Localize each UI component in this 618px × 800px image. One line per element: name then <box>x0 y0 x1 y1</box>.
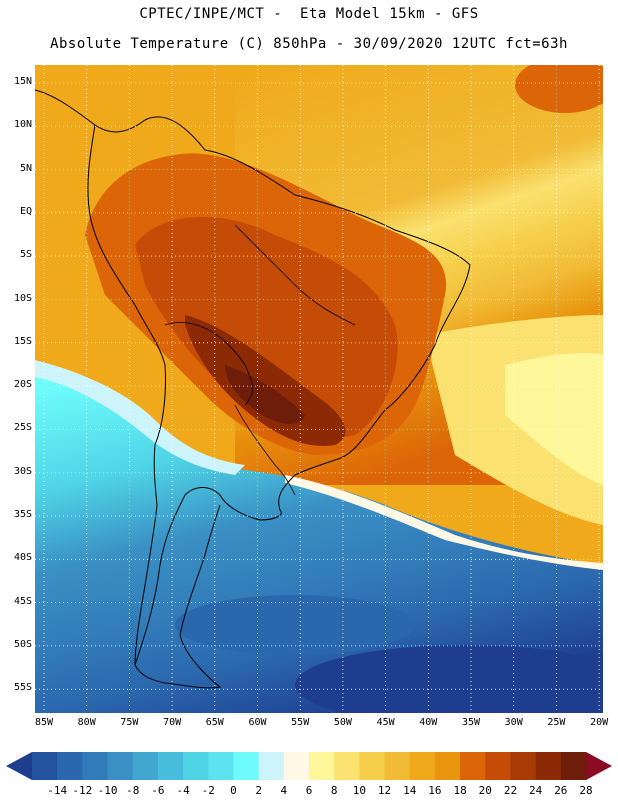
lon-label: 70W <box>163 717 182 728</box>
colorbar-label: 6 <box>305 784 313 797</box>
continent-hottest <box>185 315 346 446</box>
colorbar-label: 4 <box>280 784 288 797</box>
lat-label: 30S <box>13 465 32 477</box>
colorbar-label: -6 <box>151 784 165 797</box>
colorbar-label: 14 <box>403 784 417 797</box>
argentina-border <box>234 404 296 496</box>
western-coast <box>87 124 166 666</box>
lon-label: 85W <box>34 717 54 728</box>
lon-label: 30W <box>504 717 523 728</box>
colorbar <box>6 752 612 780</box>
lat-label: 50S <box>13 638 32 650</box>
colorbar-swatch <box>535 752 562 780</box>
lat-label: 10S <box>13 292 32 304</box>
lat-label: EQ <box>19 205 32 217</box>
colorbar-swatch <box>334 752 360 780</box>
colorbar-label: -10 <box>97 784 118 797</box>
colorbar-label: 2 <box>255 784 262 797</box>
colorbar-swatch <box>107 752 134 780</box>
colorbar-swatch <box>57 752 83 780</box>
colorbar-label: -4 <box>176 784 190 797</box>
colorbar-swatch <box>560 752 587 780</box>
lon-label: 20W <box>590 717 609 728</box>
lon-label: 25W <box>547 717 566 728</box>
graticule <box>35 65 603 713</box>
colorbar-label: -2 <box>201 784 215 797</box>
colorbar-label: 20 <box>478 784 492 797</box>
lat-label: 20S <box>13 379 32 391</box>
colorbar-label: -14 <box>47 784 68 797</box>
colorbar-swatch <box>510 752 537 780</box>
colorbar-min-arrow <box>6 752 32 780</box>
colorbar-swatch <box>485 752 511 780</box>
colorbar-max-arrow <box>586 752 612 780</box>
transition-band-2 <box>285 475 603 570</box>
colorbar-swatch <box>460 752 486 780</box>
colorbar-label: -8 <box>126 784 140 797</box>
colorbar-swatch <box>82 752 109 780</box>
lon-label: 35W <box>461 717 481 728</box>
colorbar-swatch <box>183 752 209 780</box>
colorbar-label: 26 <box>554 784 568 797</box>
lat-label: 15S <box>13 335 32 347</box>
lon-label: 60W <box>248 717 267 728</box>
lat-label: 10N <box>13 119 32 131</box>
lon-label: 40W <box>419 717 438 728</box>
coastline <box>35 89 471 689</box>
colorbar-label: 22 <box>503 784 518 797</box>
colorbar-label: 16 <box>428 784 442 797</box>
lat-label: 35S <box>13 509 32 520</box>
colorbar-swatch <box>208 752 234 780</box>
lon-label: 75W <box>120 717 139 728</box>
colorbar-label: -12 <box>72 784 93 797</box>
lat-label: 5S <box>19 249 32 261</box>
lon-label: 80W <box>77 717 96 728</box>
lat-label: 5N <box>19 162 32 174</box>
map-title: CPTEC/INPE/MCT - Eta Model 15km - GFS <box>139 6 479 22</box>
lon-label: 50W <box>333 717 352 728</box>
temperature-map <box>35 65 603 713</box>
colorbar-swatch <box>157 752 184 780</box>
colorbar-label: 12 <box>377 784 392 797</box>
colorbar-swatch <box>409 752 436 780</box>
colorbar-swatch <box>132 752 159 780</box>
lat-label: 55S <box>13 682 32 694</box>
colorbar-label: 18 <box>453 784 467 797</box>
colorbar-label: 24 <box>529 784 543 797</box>
colorbar-swatch <box>434 752 461 780</box>
colorbar-swatch <box>32 752 58 780</box>
colorbar-label: 0 <box>230 784 237 797</box>
cold-core <box>295 645 603 713</box>
lat-label: 25S <box>13 422 32 434</box>
continent-hot <box>135 216 398 438</box>
transition-band <box>35 360 245 475</box>
colorbar-label: 8 <box>330 784 338 797</box>
lat-label: 45S <box>13 595 32 607</box>
lon-label: 55W <box>291 717 310 728</box>
lat-label: 40S <box>13 552 32 564</box>
map-subtitle: Absolute Temperature (C) 850hPa - 30/09/… <box>50 36 568 52</box>
lon-label: 65W <box>205 717 224 728</box>
cold-patch <box>175 595 415 655</box>
hot-spot-ne <box>515 65 603 113</box>
colorbar-swatch <box>258 752 285 780</box>
colorbar-label: 28 <box>579 784 593 797</box>
continent-core <box>225 365 305 425</box>
colorbar-label: 10 <box>352 784 366 797</box>
colorbar-swatch <box>384 752 411 780</box>
bolivia-border <box>164 322 253 406</box>
lon-label: 45W <box>376 717 395 728</box>
colorbar-swatch <box>283 752 310 780</box>
colorbar-swatch <box>309 752 335 780</box>
colorbar-swatch <box>233 752 260 780</box>
brazil-border <box>234 224 356 326</box>
colorbar-swatch <box>359 752 386 780</box>
atlantic-light-band <box>505 353 603 485</box>
lat-label: 15N <box>13 76 32 87</box>
